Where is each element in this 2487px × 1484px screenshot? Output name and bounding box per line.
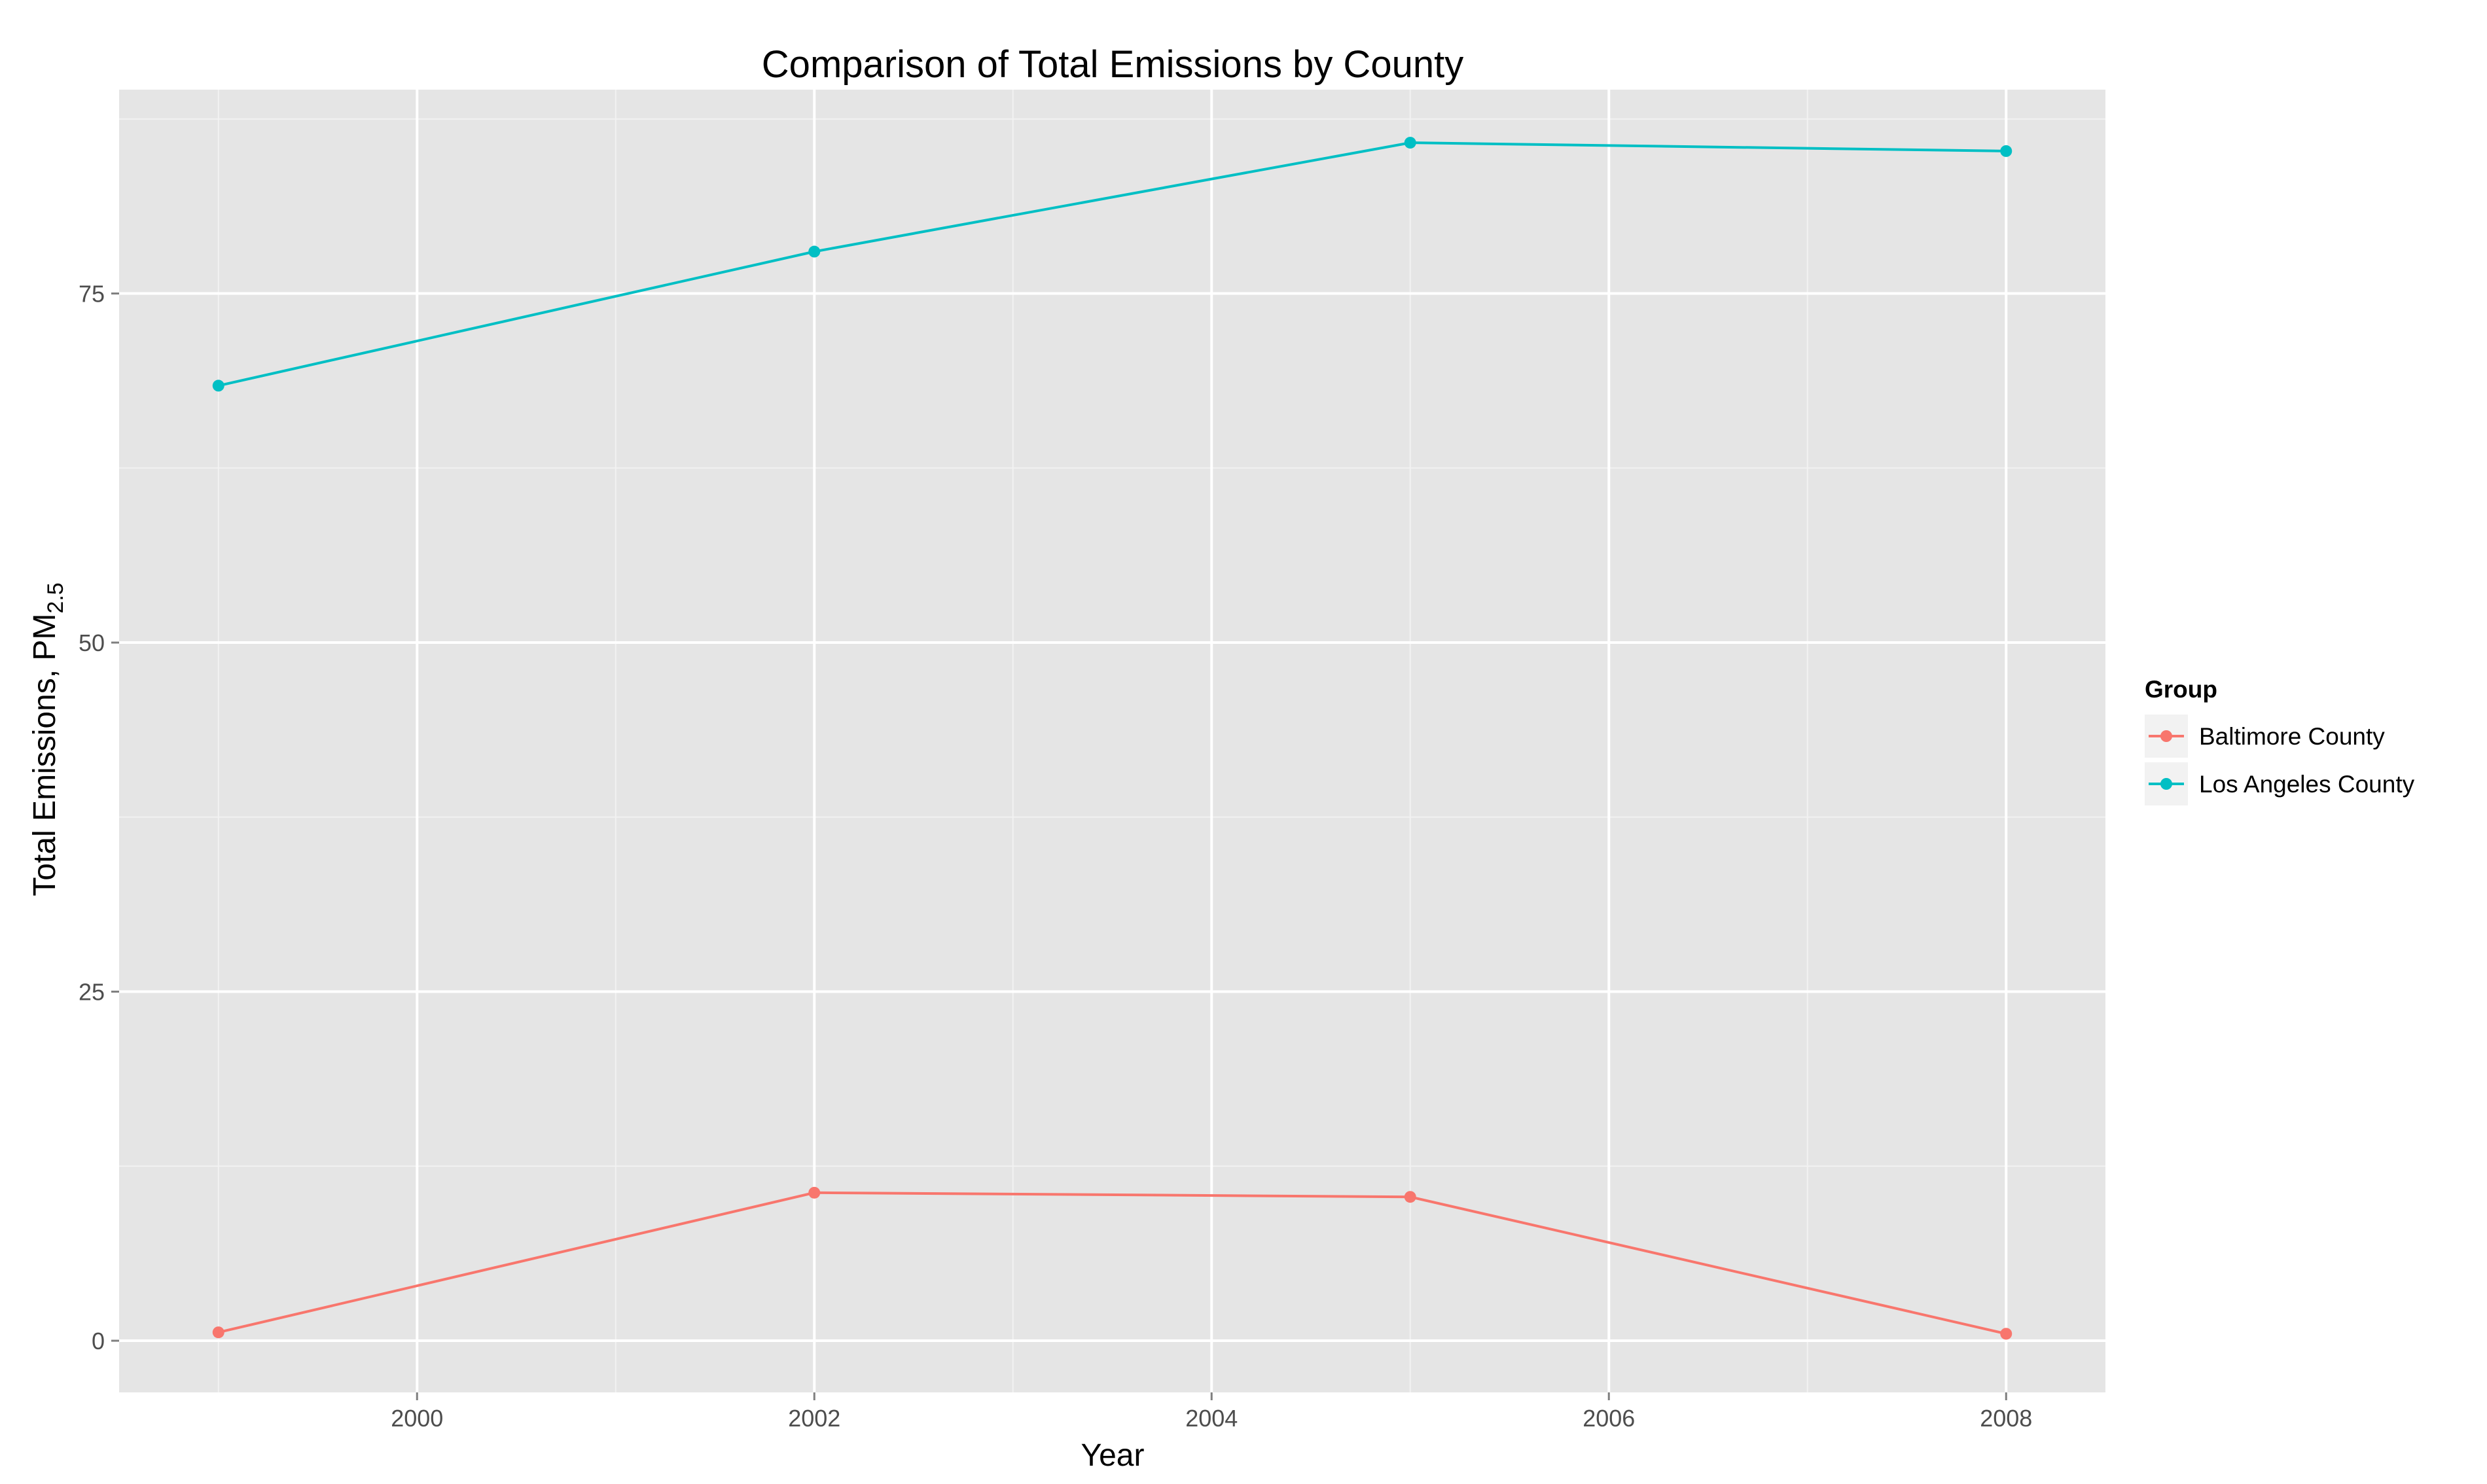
x-tick-label: 2008 [1980, 1405, 2032, 1432]
data-point-los-angeles-county [2000, 145, 2013, 157]
data-point-los-angeles-county [1404, 137, 1416, 149]
y-tick-label: 25 [79, 979, 105, 1006]
grid-minor [119, 90, 2105, 1392]
y-axis-title-subscript: 2.5 [43, 582, 68, 613]
legend-title: Group [2145, 676, 2217, 703]
x-tick-label: 2000 [391, 1405, 443, 1432]
y-tick-label: 75 [79, 281, 105, 308]
x-tick-label: 2004 [1185, 1405, 1238, 1432]
data-point-baltimore-county [1404, 1191, 1416, 1203]
legend-key-point [2160, 730, 2172, 742]
grid-major [119, 90, 2105, 1392]
series-line-baltimore-county [218, 1191, 2007, 1335]
chart-title: Comparison of Total Emissions by County [762, 43, 1463, 86]
x-axis-title: Year [1081, 1438, 1145, 1473]
data-point-baltimore-county [808, 1186, 821, 1199]
legend-label-baltimore-county: Baltimore County [2199, 723, 2385, 750]
data-point-los-angeles-county [212, 380, 224, 392]
legend-label-los-angeles-county: Los Angeles County [2199, 771, 2415, 798]
plot-background [119, 90, 2105, 1392]
legend-items: Baltimore County Los Angeles County [2145, 715, 2415, 805]
y-axis-title-main: Total Emissions, PM [27, 614, 62, 896]
series-line-los-angeles-county [218, 141, 2007, 387]
legend: Group Baltimore County Los Angeles County [2145, 676, 2415, 805]
y-tick-label: 0 [92, 1328, 105, 1354]
x-tick-label: 2006 [1583, 1405, 1635, 1432]
ticks-layer: 2000 2002 2004 2006 2008 0 25 50 75 [79, 281, 2032, 1432]
data-point-baltimore-county [2000, 1328, 2013, 1340]
y-tick-label: 50 [79, 629, 105, 656]
legend-key-point [2160, 778, 2172, 790]
data-point-baltimore-county [212, 1326, 224, 1339]
x-tick-label: 2002 [788, 1405, 840, 1432]
y-axis-title: Total Emissions, PM2.5 [27, 582, 68, 896]
series-layer [212, 137, 2013, 1340]
data-point-los-angeles-county [808, 245, 821, 258]
